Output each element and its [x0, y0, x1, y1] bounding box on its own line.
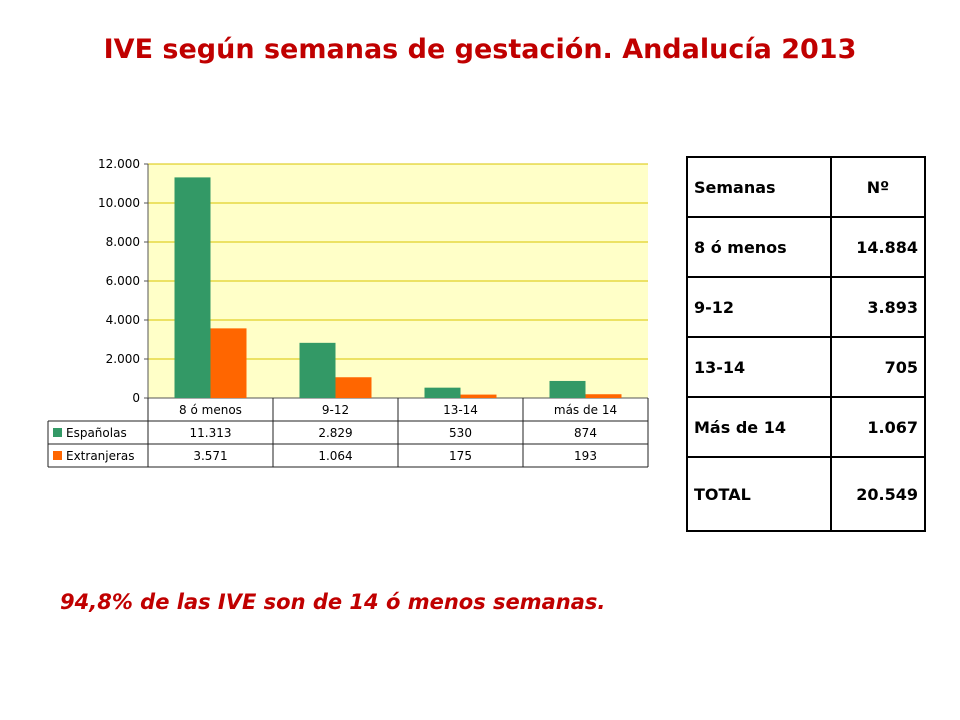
y-tick-label: 6.000: [106, 274, 140, 288]
footnote: 94,8% de las IVE son de 14 ó menos seman…: [60, 590, 606, 614]
data-table-value: 175: [449, 449, 472, 463]
data-table-value: 530: [449, 426, 472, 440]
x-category-label: 9-12: [322, 403, 349, 417]
bar-extranjeras: [585, 394, 622, 398]
data-table-value: 874: [574, 426, 597, 440]
table-cell-total-label: TOTAL: [686, 456, 832, 532]
table-row: 8 ó menos 14.884: [686, 216, 926, 278]
legend-label: Españolas: [66, 426, 127, 440]
data-table-value: 1.064: [318, 449, 352, 463]
y-tick-label: 2.000: [106, 352, 140, 366]
table-cell-numero: 705: [830, 336, 926, 398]
page-title: IVE según semanas de gestación. Andalucí…: [103, 34, 857, 65]
data-table-value: 3.571: [193, 449, 227, 463]
y-tick-label: 8.000: [106, 235, 140, 249]
legend-swatch-extranjeras: [53, 451, 62, 460]
y-tick-label: 0: [132, 391, 140, 405]
table-cell-total-value: 20.549: [830, 456, 926, 532]
y-tick-label: 4.000: [106, 313, 140, 327]
bar-chart: 0 2.000 4.000 6.000 8.000 10.000 12.000 8 ó men…: [44, 150, 656, 490]
table-cell-semanas: 8 ó menos: [686, 216, 832, 278]
table-cell-numero: 1.067: [830, 396, 926, 458]
bar-espanolas: [174, 177, 211, 398]
x-category-label: 13-14: [443, 403, 478, 417]
table-row: Más de 14 1.067: [686, 396, 926, 458]
legend-swatch-espanolas: [53, 428, 62, 437]
table-header-row: Semanas Nº: [686, 156, 926, 218]
table-total-row: TOTAL 20.549: [686, 456, 926, 532]
chart-svg: 0 2.000 4.000 6.000 8.000 10.000 12.000 8 ó men…: [47, 157, 649, 468]
y-tick-label: 12.000: [98, 157, 140, 171]
table-row: 13-14 705: [686, 336, 926, 398]
y-tick-label: 10.000: [98, 196, 140, 210]
table-cell-numero: 14.884: [830, 216, 926, 278]
data-table-value: 2.829: [318, 426, 352, 440]
bar-extranjeras: [460, 394, 497, 398]
table-cell-semanas: 13-14: [686, 336, 832, 398]
table-cell-numero: 3.893: [830, 276, 926, 338]
bar-espanolas: [299, 342, 336, 398]
x-category-label: 8 ó menos: [179, 403, 242, 417]
table-cell-semanas: Más de 14: [686, 396, 832, 458]
table-header-numero: Nº: [830, 156, 926, 218]
x-category-label: más de 14: [554, 403, 617, 417]
table-row: 9-12 3.893: [686, 276, 926, 338]
bar-espanolas: [549, 380, 586, 398]
semanas-table: Semanas Nº 8 ó menos 14.884 9-12 3.893 1…: [686, 156, 926, 532]
table-cell-semanas: 9-12: [686, 276, 832, 338]
bar-extranjeras: [210, 328, 247, 398]
data-table-value: 11.313: [190, 426, 232, 440]
legend-label: Extranjeras: [66, 449, 135, 463]
bar-espanolas: [424, 387, 461, 398]
bar-extranjeras: [335, 377, 372, 398]
table-header-semanas: Semanas: [686, 156, 832, 218]
data-table-value: 193: [574, 449, 597, 463]
